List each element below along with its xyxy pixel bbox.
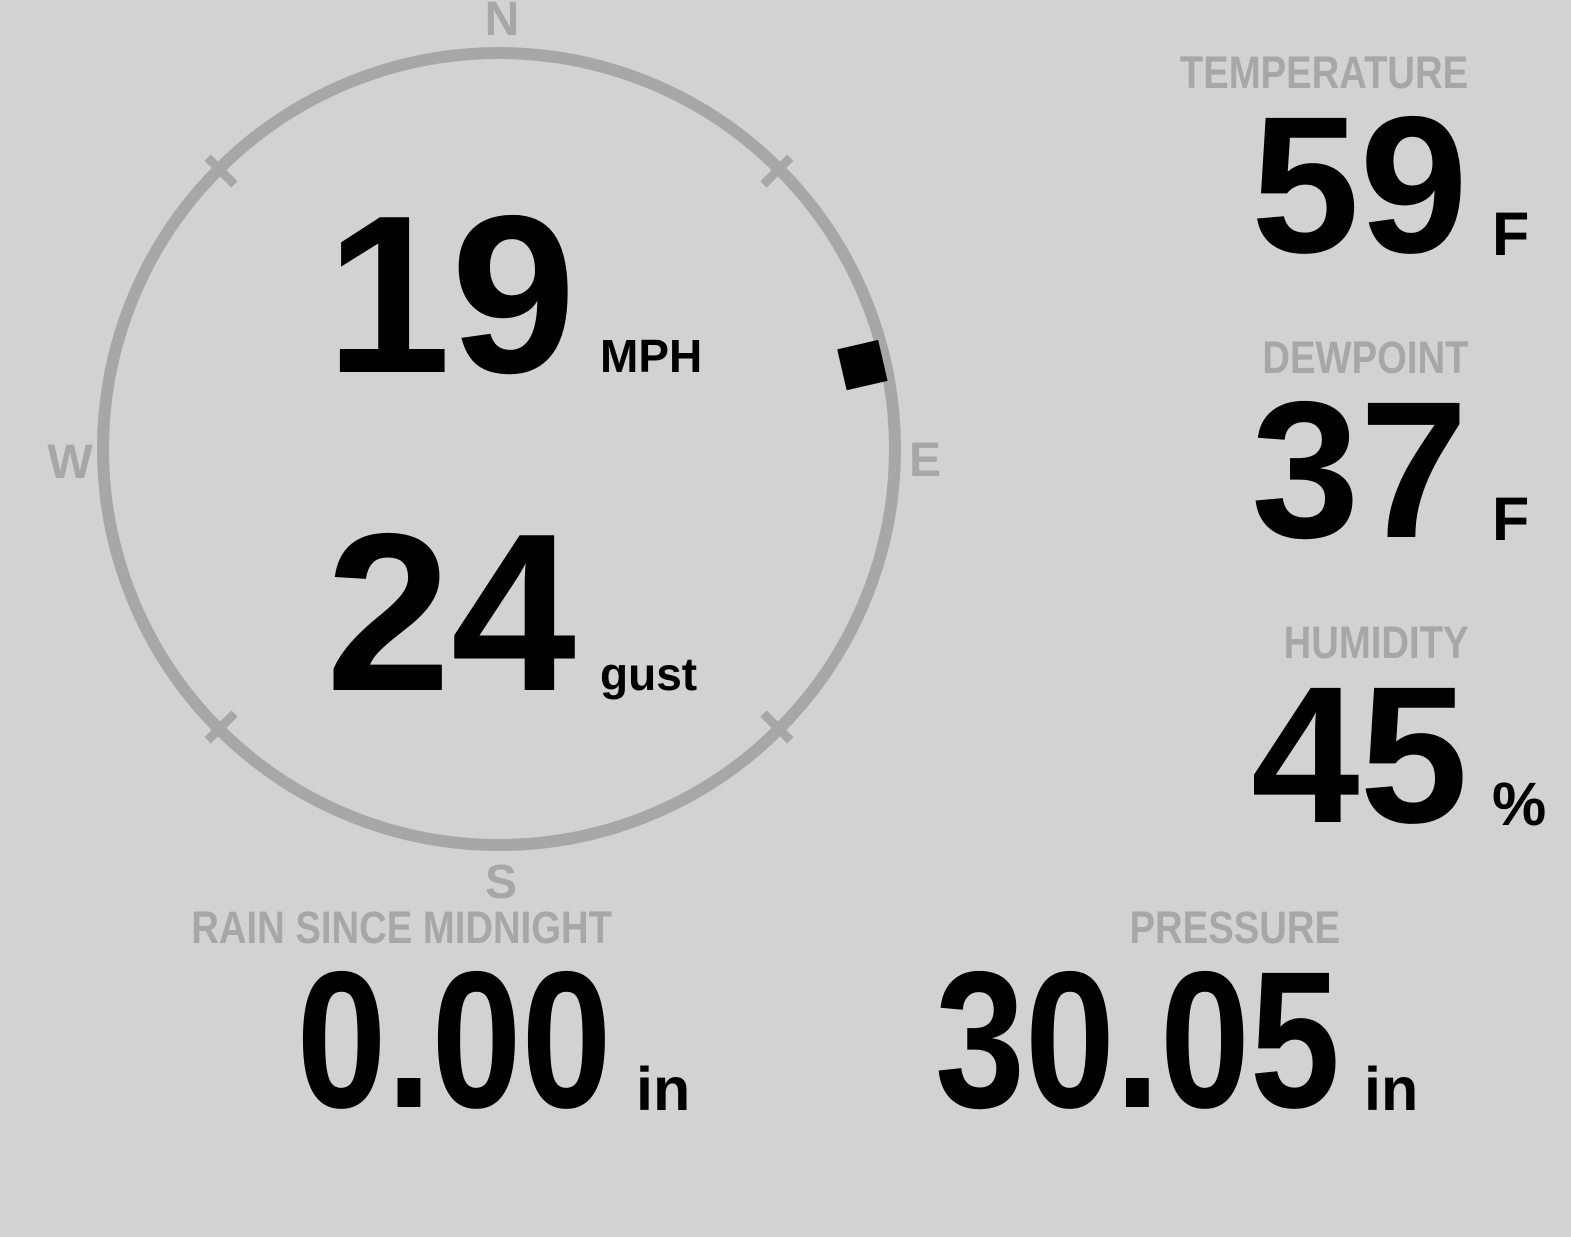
temperature-unit: F [1492,200,1530,268]
wind-gust-unit: gust [600,648,698,700]
compass-tick-nw [204,154,238,188]
humidity-unit: % [1492,770,1547,838]
wind-gust-block: 24 gust [325,486,697,738]
rain-value-row: 0.00 in [117,931,690,1149]
temperature-block: TEMPERATURE 59 F [1129,47,1530,294]
compass-tick-se [760,710,794,744]
rain-block: RAIN SINCE MIDNIGHT 0.00 in [117,902,690,1149]
wind-gust-value: 24 [325,486,576,738]
temperature-value: 59 [1251,76,1468,294]
humidity-block: HUMIDITY 45 % [1251,617,1546,864]
rain-unit: in [636,1055,691,1123]
compass-label-south: S [484,856,518,909]
humidity-label: HUMIDITY [1283,617,1468,668]
temperature-label: TEMPERATURE [1179,47,1468,98]
dewpoint-value-row: 37 F [1226,361,1529,579]
dewpoint-unit: F [1492,485,1530,553]
pressure-unit: in [1364,1055,1419,1123]
wind-speed-value-row: 19 MPH [325,168,703,420]
compass-ring [97,47,901,851]
temperature-value-row: 59 F [1129,76,1529,294]
pressure-value: 30.05 [934,931,1340,1149]
rain-label: RAIN SINCE MIDNIGHT [191,902,612,953]
wind-speed-block: 19 MPH [325,168,703,420]
dewpoint-block: DEWPOINT 37 F [1226,332,1529,579]
compass-label-east: E [908,434,942,487]
pressure-label: PRESSURE [1129,902,1340,953]
pressure-value-row: 30.05 in [852,931,1418,1149]
compass-tick-ne [760,154,794,188]
compass-label-west: W [47,436,93,489]
compass-tick-sw [204,710,238,744]
wind-speed-value: 19 [325,168,576,420]
wind-gust-value-row: 24 gust [325,486,697,738]
dewpoint-label: DEWPOINT [1261,332,1468,383]
pressure-block: PRESSURE 30.05 in [852,902,1418,1149]
dewpoint-value: 37 [1251,361,1468,579]
compass-label-north: N [484,0,520,46]
humidity-value-row: 45 % [1251,646,1546,864]
wind-speed-unit: MPH [600,330,703,382]
humidity-value: 45 [1251,646,1468,864]
rain-value: 0.00 [296,931,612,1149]
wind-direction-marker [837,339,888,391]
